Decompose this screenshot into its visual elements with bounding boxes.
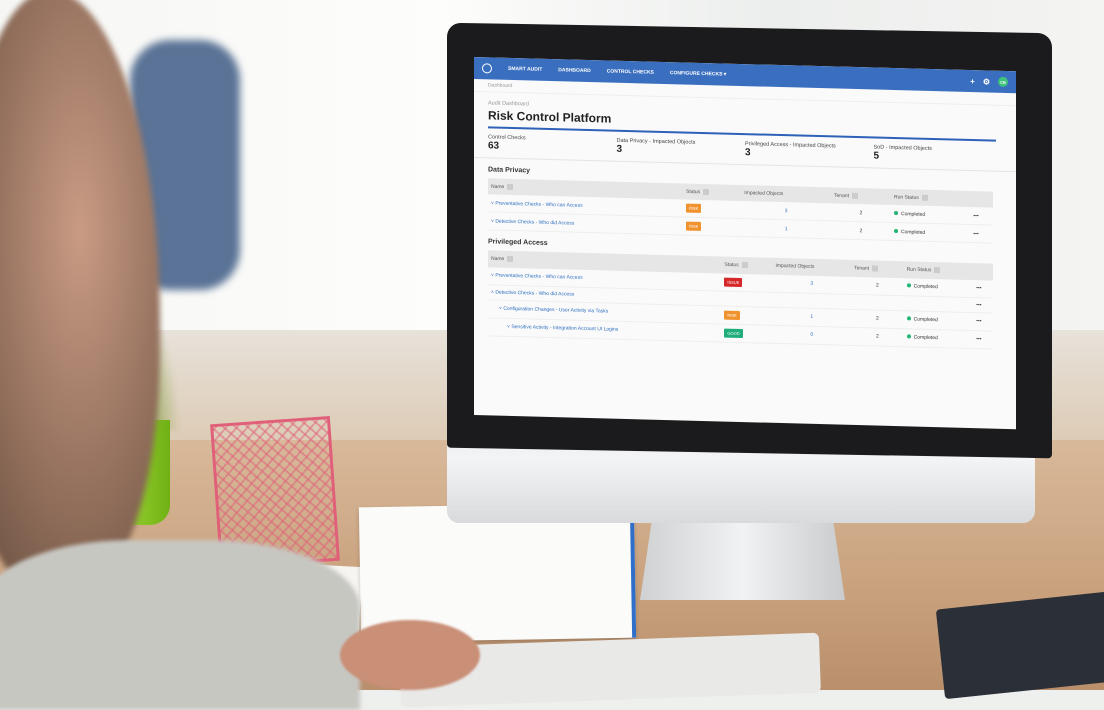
impacted-objects-link[interactable]: 0 [772,324,852,346]
sort-dropdown-icon[interactable] [741,262,748,269]
monitor-screen: SMART AUDIT DASHBOARD CONTROL CHECKS CON… [474,57,1016,430]
plus-icon[interactable]: + [970,76,975,86]
status-dot-icon [894,228,898,233]
cloud-logo-icon [482,63,492,74]
nav-dashboard[interactable]: DASHBOARD [558,67,591,75]
status-badge: RISK [685,221,702,232]
column-header[interactable]: Status [721,256,773,275]
column-label: Impacted Objects [775,263,815,271]
sections: Data Privacy Name Status Impacted Objects Te… [474,166,1016,350]
column-label: Status [685,188,701,196]
impacted-objects-link[interactable]: 3 [772,274,852,295]
sort-dropdown-icon[interactable] [507,183,514,191]
hand [340,620,480,690]
gear-icon[interactable]: ⚙ [982,76,990,87]
kpi-value: 5 [873,150,880,162]
run-status: Completed [913,283,938,291]
more-actions-button[interactable]: ••• [973,312,993,331]
column-label: Tenant [834,192,850,200]
run-status: Completed [913,316,938,324]
column-label: Run Status [894,194,919,201]
check-name-link[interactable]: Detective Checks - Who did Access [495,218,575,227]
nav-control-checks[interactable]: CONTROL CHECKS [606,68,654,76]
run-status: Completed [901,211,926,218]
impacted-objects-link[interactable]: 1 [741,218,832,240]
kpi-control-checks: Control Checks 63 [488,134,617,154]
sort-dropdown-icon[interactable] [703,189,710,196]
sort-dropdown-icon[interactable] [934,267,941,274]
column-label: Status [724,262,739,269]
check-name-link[interactable]: Sensitive Activity - Integration Account… [511,324,619,333]
column-header[interactable]: Tenant [831,187,891,206]
column-header[interactable]: Run Status [903,261,974,280]
more-actions-button[interactable]: ••• [970,224,993,244]
sort-dropdown-icon[interactable] [507,256,514,263]
kpi-data-privacy: Data Privacy - Impacted Objects 3 [617,138,746,158]
column-label: Run Status [906,266,932,274]
status-dot-icon [906,334,911,339]
tenant-cell: 2 [831,221,891,241]
kpi-sod: SoD - Impacted Objects 5 [874,144,1003,164]
column-header[interactable]: Tenant [851,260,904,278]
nav-configure-checks[interactable]: CONFIGURE CHECKS ▾ [669,70,727,78]
more-actions-button[interactable]: ••• [973,279,993,298]
column-label: Impacted Objects [744,190,784,198]
tenant-cell [851,294,904,311]
column-label: Name [491,256,505,263]
clipboard [935,590,1104,700]
run-status: Completed [913,334,938,342]
actions-header [973,263,993,281]
impacted-objects-link[interactable]: 1 [772,306,852,328]
checks-table: Name Status Impacted Objects Tenant Run Stat… [488,178,993,244]
column-header[interactable]: Impacted Objects [772,258,852,277]
column-label: Tenant [854,265,870,273]
checks-table: Name Status Impacted Objects Tenant Run Stat… [488,250,993,350]
kpi-value: 3 [745,147,751,159]
status-dot-icon [894,210,898,215]
check-name-link[interactable]: Preventative Checks - Who can Access [495,272,583,281]
check-name-link[interactable]: Detective Checks - Who did Access [495,289,575,298]
sort-dropdown-icon[interactable] [852,192,859,200]
status-badge: RISK [685,203,702,214]
more-actions-button[interactable]: ••• [973,330,993,349]
run-status: Completed [901,229,926,236]
person-shoulder [0,540,360,710]
kpi-privileged-access: Privileged Access - Impacted Objects 3 [745,141,874,161]
tenant-cell: 2 [831,203,891,223]
status-badge: RISK [724,310,740,320]
avatar[interactable]: CB [998,76,1008,87]
status-badge: GOOD [724,328,743,338]
status-dot-icon [906,283,911,288]
tenant-cell: 2 [851,276,904,296]
status-badge: ISSUE [724,277,743,287]
more-actions-button[interactable]: ••• [970,207,993,226]
tenant-cell: 2 [851,309,904,329]
kpi-row: Control Checks 63 Data Privacy - Impacted… [474,128,1016,173]
column-label: Name [491,183,505,191]
check-name-link[interactable]: Configuration Changes - User Activity vi… [503,305,609,315]
kpi-value: 3 [616,143,623,155]
sort-dropdown-icon[interactable] [872,265,879,272]
sort-dropdown-icon[interactable] [921,194,928,201]
actions-header [970,190,993,208]
kpi-value: 63 [488,140,500,152]
column-header[interactable]: Status [682,183,742,202]
more-actions-button[interactable]: ••• [973,297,993,313]
status-dot-icon [906,316,911,321]
check-name-link[interactable]: Preventative Checks - Who can Access [495,200,583,209]
brand[interactable]: SMART AUDIT [508,65,543,73]
tenant-cell: 2 [851,327,904,347]
